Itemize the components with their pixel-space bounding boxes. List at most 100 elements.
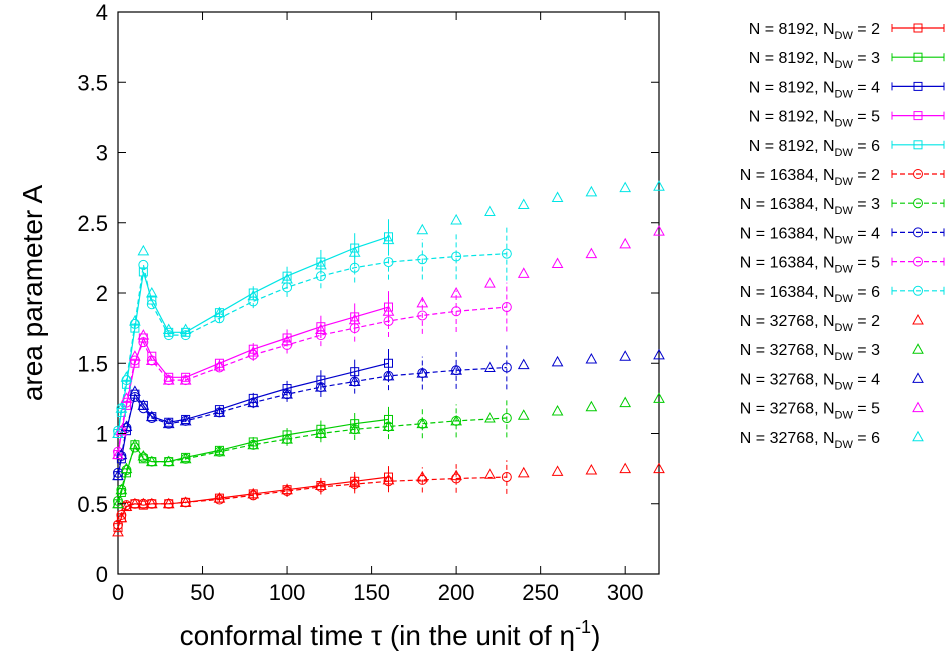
data-point [112, 448, 124, 460]
data-point [585, 400, 598, 412]
data-point [162, 374, 175, 385]
data-point [137, 497, 150, 509]
data-point [383, 257, 394, 268]
data-point [179, 414, 192, 426]
legend-label-main: N = 32768, N [740, 371, 835, 388]
y-tick-label: 1.5 [77, 351, 108, 376]
legend-label-tail: = 6 [853, 284, 880, 301]
data-point [247, 345, 260, 357]
data-point [585, 185, 598, 197]
legend-swatch [891, 111, 945, 121]
legend-label-tail: = 5 [853, 109, 880, 126]
x-tick-label: 250 [522, 580, 559, 605]
data-point [129, 385, 141, 396]
legend-label-main: N = 32768, N [740, 313, 835, 330]
data-point [281, 483, 293, 495]
legend-label-sub: DW [835, 234, 854, 246]
legend-label-tail: = 3 [853, 50, 880, 67]
legend-label-tail: = 4 [853, 79, 880, 96]
legend-label-main: N = 16384, N [740, 196, 835, 213]
y-axis-ticks: 0 0.5 1 1.5 2 2.5 3 3.5 4 [77, 0, 659, 587]
data-point [129, 391, 140, 402]
legend-label: N = 16384, NDW = 3 [740, 196, 880, 217]
data-point [179, 374, 192, 385]
legend-label: N = 32768, NDW = 4 [740, 371, 880, 392]
legend-swatch [891, 140, 945, 150]
legend-label-tail: = 5 [853, 401, 880, 418]
y-tick-label: 1 [96, 422, 108, 447]
data-point [162, 417, 175, 429]
data-point [179, 452, 192, 464]
legend-item: N = 32768, NDW = 2 [740, 313, 924, 334]
data-point [247, 289, 260, 301]
data-point [180, 330, 191, 341]
data-point [315, 271, 326, 282]
data-point [619, 350, 632, 361]
data-point [145, 354, 158, 365]
series-6 [113, 398, 512, 506]
data-point [120, 420, 133, 431]
data-point [213, 306, 226, 318]
data-point [416, 471, 429, 482]
legend-label-tail: = 6 [853, 430, 880, 447]
legend-item: N = 32768, NDW = 6 [740, 430, 924, 451]
legend-label-sub: DW [835, 205, 854, 217]
legend-label-tail: = 4 [853, 371, 880, 388]
data-point [517, 409, 530, 420]
data-point [619, 237, 632, 249]
x-tick-label: 100 [269, 580, 306, 605]
data-point [416, 367, 429, 378]
data-point [501, 472, 512, 483]
legend-label-tail: = 2 [853, 313, 880, 330]
data-point [517, 267, 530, 278]
data-point [315, 323, 327, 335]
data-point [451, 306, 462, 317]
series-line [117, 418, 389, 504]
series-11 [112, 392, 665, 509]
legend-item: N = 8192, NDW = 5 [749, 109, 945, 130]
legend: N = 8192, NDW = 2N = 8192, NDW = 3N = 81… [740, 21, 945, 451]
y-tick-label: 0 [96, 562, 108, 587]
legend-item: N = 16384, NDW = 2 [740, 167, 945, 188]
data-point [653, 462, 665, 474]
data-point [484, 277, 496, 288]
data-point [383, 316, 394, 327]
data-point [912, 313, 924, 325]
data-point [551, 257, 564, 268]
data-point [517, 198, 530, 209]
data-point [382, 420, 395, 431]
data-point [315, 481, 326, 492]
legend-label: N = 16384, NDW = 6 [740, 284, 880, 305]
data-point [315, 427, 327, 438]
legend-label-tail: = 6 [853, 138, 880, 155]
legend-item: N = 32768, NDW = 5 [740, 401, 924, 422]
data-point [501, 413, 512, 424]
legend-item: N = 8192, NDW = 3 [749, 50, 945, 71]
y-tick-label: 4 [96, 0, 108, 25]
legend-label-tail: = 5 [853, 255, 880, 272]
data-point [213, 360, 226, 371]
legend-label: N = 8192, NDW = 6 [749, 138, 880, 159]
legend-label-sub: DW [835, 322, 854, 334]
data-point [281, 334, 293, 346]
data-point [281, 388, 293, 399]
data-point [450, 286, 462, 298]
series-line [117, 366, 507, 473]
data-point [248, 344, 258, 354]
data-point [112, 469, 124, 481]
data-point [179, 323, 192, 335]
series-layer [112, 180, 665, 537]
data-point [417, 310, 428, 321]
legend-label-tail: = 2 [853, 21, 880, 38]
data-point [913, 198, 923, 209]
legend-swatch [891, 23, 945, 33]
data-point [138, 337, 149, 348]
data-point [129, 350, 141, 361]
data-point [501, 248, 512, 259]
y-tick-label: 2 [96, 281, 108, 306]
legend-swatch [891, 198, 945, 209]
legend-label-sub: DW [835, 439, 854, 451]
legend-label-main: N = 16384, N [740, 225, 835, 242]
data-point [115, 511, 128, 523]
data-point [501, 362, 512, 373]
